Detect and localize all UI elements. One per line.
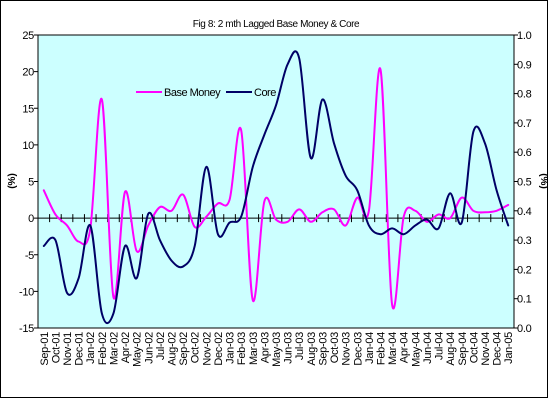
x-tick-label: Jul-04 bbox=[434, 332, 446, 360]
y-left-tick-label: -5 bbox=[25, 250, 34, 262]
x-tick-label: Apr-04 bbox=[399, 332, 411, 363]
x-tick-label: Dec-02 bbox=[213, 332, 225, 366]
y-right-tick-label: 0.1 bbox=[517, 294, 532, 306]
x-tick-label: Dec-01 bbox=[74, 332, 86, 366]
y-left-tick-label: -15 bbox=[19, 323, 34, 335]
y-right-tick-label: 0.8 bbox=[517, 89, 532, 101]
x-tick-label: Oct-02 bbox=[190, 332, 202, 363]
x-tick-label: Mar-03 bbox=[248, 332, 260, 365]
legend-label-base-money: Base Money bbox=[164, 87, 221, 99]
y-left-tick-label: 5 bbox=[28, 177, 34, 189]
x-tick-label: Jul-02 bbox=[155, 332, 167, 360]
x-tick-label: Nov-04 bbox=[480, 332, 492, 366]
x-tick-label: Sep-02 bbox=[178, 332, 190, 366]
y-left-tick-label: 25 bbox=[22, 30, 34, 42]
x-tick-label: May-03 bbox=[271, 332, 283, 367]
axes: 25 20 15 10 5 0 -5 -10 -15 1.0 0.9 0.8 0.7 0.6 0.5 0.4 0… bbox=[19, 30, 532, 367]
x-tick-label: Mar-04 bbox=[387, 332, 399, 365]
x-tick-label: Mar-02 bbox=[108, 332, 120, 365]
x-tick-label: Sep-01 bbox=[39, 332, 51, 366]
x-tick-label: Feb-03 bbox=[236, 332, 248, 365]
chart-title: Fig 8: 2 mth Lagged Base Money & Core bbox=[193, 19, 360, 30]
x-tick-label: Jan-03 bbox=[225, 332, 237, 364]
y-right-tick-label: 0.3 bbox=[517, 235, 532, 247]
x-tick-label: Nov-03 bbox=[341, 332, 353, 366]
legend: Base Money Core bbox=[136, 87, 277, 99]
y-left-tick-label: -10 bbox=[19, 286, 34, 298]
legend-label-core: Core bbox=[254, 87, 276, 99]
x-tick-label: Jun-02 bbox=[143, 332, 155, 364]
x-tick-label: Oct-04 bbox=[468, 332, 480, 363]
x-tick-label: Jul-03 bbox=[294, 332, 306, 360]
x-tick-label: Jan-05 bbox=[503, 332, 515, 364]
x-tick-label: Feb-04 bbox=[375, 332, 387, 365]
y-right-tick-label: 0.4 bbox=[517, 206, 532, 218]
x-tick-label: Nov-01 bbox=[62, 332, 74, 366]
x-tick-label: Aug-03 bbox=[306, 332, 318, 366]
y-right-tick-label: 1.0 bbox=[517, 30, 532, 42]
y-right-tick-label: 0.6 bbox=[517, 147, 532, 159]
y-left-tick-label: 10 bbox=[22, 140, 34, 152]
y-right-tick-label: 0.2 bbox=[517, 264, 532, 276]
y-left-tick-label: 0 bbox=[28, 213, 34, 225]
x-tick-label: Jan-04 bbox=[364, 332, 376, 364]
x-tick-label: Aug-02 bbox=[167, 332, 179, 366]
plot-area bbox=[37, 34, 515, 329]
x-tick-label: Sep-03 bbox=[317, 332, 329, 366]
x-tick-label: Aug-04 bbox=[445, 332, 457, 366]
y-left-tick-label: 20 bbox=[22, 67, 34, 79]
x-tick-label: Dec-04 bbox=[492, 332, 504, 366]
x-tick-label: Feb-02 bbox=[97, 332, 109, 365]
x-tick-label: Jan-02 bbox=[85, 332, 97, 364]
x-tick-label: Jun-03 bbox=[283, 332, 295, 364]
y-right-tick-label: 0.9 bbox=[517, 59, 532, 71]
x-tick-label: Nov-02 bbox=[201, 332, 213, 366]
y-axis-left-label: (%) bbox=[7, 173, 18, 189]
series-line-base-money bbox=[42, 67, 510, 310]
x-tick-label: May-02 bbox=[132, 332, 144, 367]
x-tick-label: Oct-01 bbox=[50, 332, 62, 363]
x-tick-label: Apr-02 bbox=[120, 332, 132, 363]
x-tick-label: Oct-03 bbox=[329, 332, 341, 363]
y-left-tick-label: 15 bbox=[22, 103, 34, 115]
series-line-core bbox=[42, 50, 510, 325]
y-right-tick-label: 0.0 bbox=[517, 323, 532, 335]
x-tick-label: Dec-03 bbox=[352, 332, 364, 366]
y-right-tick-label: 0.5 bbox=[517, 177, 532, 189]
series-layer bbox=[42, 50, 510, 325]
x-tick-label: Sep-04 bbox=[457, 332, 469, 366]
x-tick-label: Apr-03 bbox=[259, 332, 271, 363]
y-axis-right-label: (%) bbox=[538, 173, 548, 189]
x-tick-label: May-04 bbox=[410, 332, 422, 367]
x-tick-label: Jun-04 bbox=[422, 332, 434, 364]
y-right-tick-label: 0.7 bbox=[517, 118, 532, 130]
